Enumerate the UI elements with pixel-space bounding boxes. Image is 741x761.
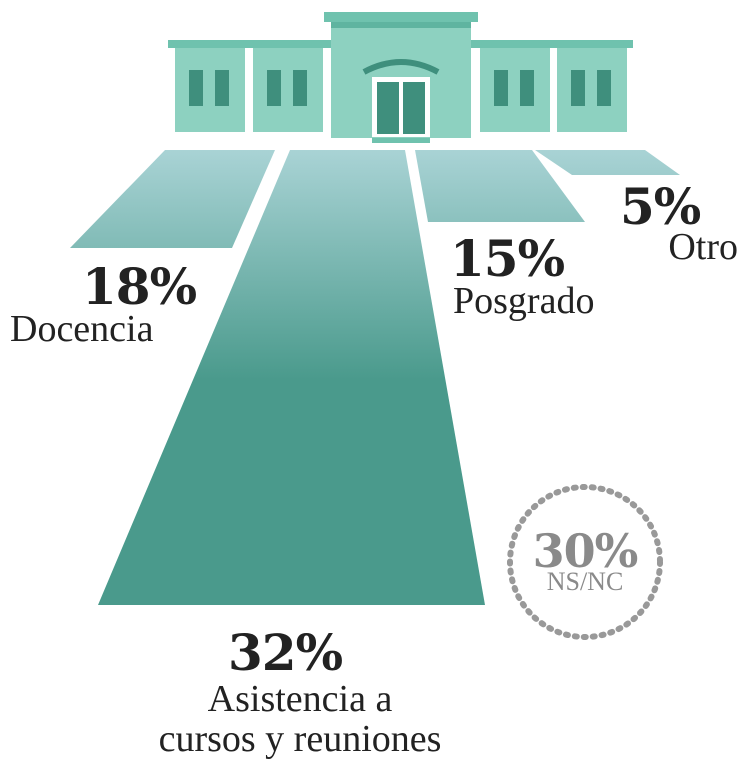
value-label: 32% [228, 623, 343, 682]
category-label: Otro [668, 226, 738, 268]
value-label: 15% [450, 229, 565, 288]
category-label: Docencia [10, 308, 154, 350]
path-shape [98, 150, 485, 605]
path-shape [535, 150, 680, 175]
no-answer-circle [507, 484, 663, 640]
path-shape [70, 150, 275, 248]
category-label: Posgrado [453, 280, 595, 322]
path-shape [415, 150, 585, 222]
category-label: NS/NC [546, 567, 624, 596]
value-label: 5% [620, 177, 701, 236]
value-label: 18% [82, 257, 197, 316]
category-label: Asistencia a cursos y reuniones [158, 678, 442, 760]
value-label: 30% [532, 524, 639, 578]
building [168, 12, 633, 143]
